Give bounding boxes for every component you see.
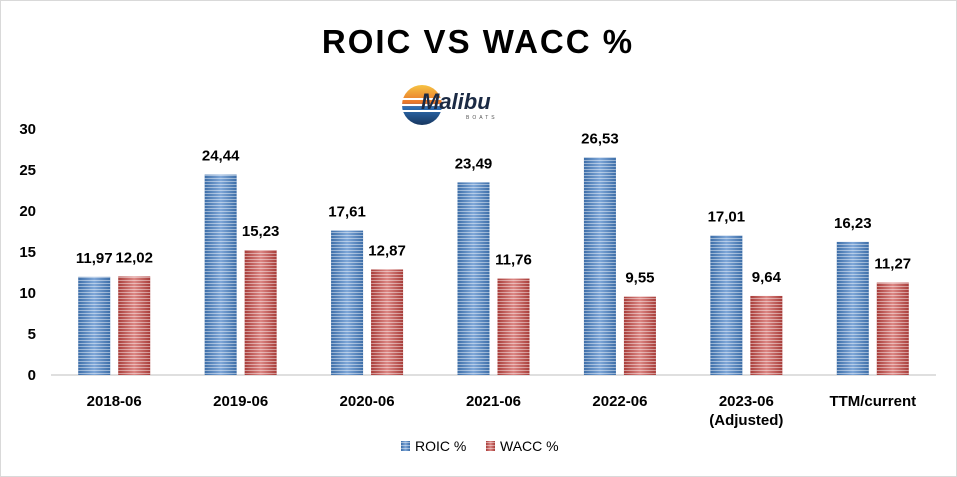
legend-swatch-texture [401,441,410,451]
x-tick-label: 2020-06 [340,393,395,410]
x-tick-label: 2022-06 [592,393,647,410]
y-tick-label: 0 [28,367,36,384]
roic-data-label: 16,23 [834,215,872,232]
x-tick-label: 2023-06 [719,393,774,410]
wacc-bar-texture [876,282,909,375]
roic-bar-texture [204,174,237,375]
x-tick-labels: 2018-06 2019-06 2020-06 2021-06 2022-06 2023-… [87,393,916,429]
wacc-data-label: 15,23 [242,223,280,240]
y-tick-label: 10 [19,285,36,302]
wacc-bar-texture [623,296,656,375]
wacc-data-label: 11,76 [495,252,532,269]
roic-data-label: 23,49 [455,155,493,172]
legend-swatch-texture [486,441,495,451]
roic-data-label: 24,44 [202,148,240,165]
y-tick-label: 25 [19,162,36,179]
wacc-data-label: 9,64 [752,269,782,286]
logo-text: Malibu [421,89,491,114]
x-tick-label: 2021-06 [466,393,521,410]
x-tick-label: 2018-06 [87,393,142,410]
roic-data-label: 11,97 [76,250,113,267]
wacc-bar-texture [244,250,277,375]
wacc-data-label: 12,02 [115,249,153,266]
roic-data-label: 17,01 [708,209,746,226]
wacc-bar-texture [371,269,404,375]
bars [78,157,909,375]
y-tick-label: 15 [19,244,36,261]
roic-bar-texture [78,276,111,375]
legend-label-wacc: WACC % [500,438,559,454]
wacc-bar-texture [497,278,530,375]
legend: ROIC % WACC % [401,438,559,454]
roic-data-label: 26,53 [581,130,619,147]
x-tick-label: TTM/current [829,393,916,410]
roic-bar-texture [836,241,869,375]
legend-label-roic: ROIC % [415,438,466,454]
roic-bar-texture [331,230,364,375]
chart-title: ROIC VS WACC % [322,23,634,60]
wacc-data-label: 9,55 [625,270,654,287]
data-labels: 11,97 12,02 24,44 15,23 17,61 12,87 23,49 11,76… [76,130,911,286]
wacc-bar-texture [118,276,151,375]
logo-subtext: BOATS [466,115,498,121]
roic-bar-texture [583,157,616,375]
roic-bar-texture [710,235,743,375]
roic-bar-texture [457,182,490,375]
wacc-data-label: 11,27 [874,256,911,273]
y-tick-label: 20 [19,203,36,220]
roic-data-label: 17,61 [328,204,366,221]
brand-logo: Malibu BOATS [397,85,498,125]
y-axis: 0 5 10 15 20 25 30 [19,121,36,384]
y-tick-label: 30 [19,121,36,138]
y-tick-label: 5 [28,326,36,343]
wacc-bar-texture [750,295,783,375]
wacc-data-label: 12,87 [368,242,406,259]
x-tick-label: 2019-06 [213,393,268,410]
x-tick-label: (Adjusted) [709,412,783,429]
